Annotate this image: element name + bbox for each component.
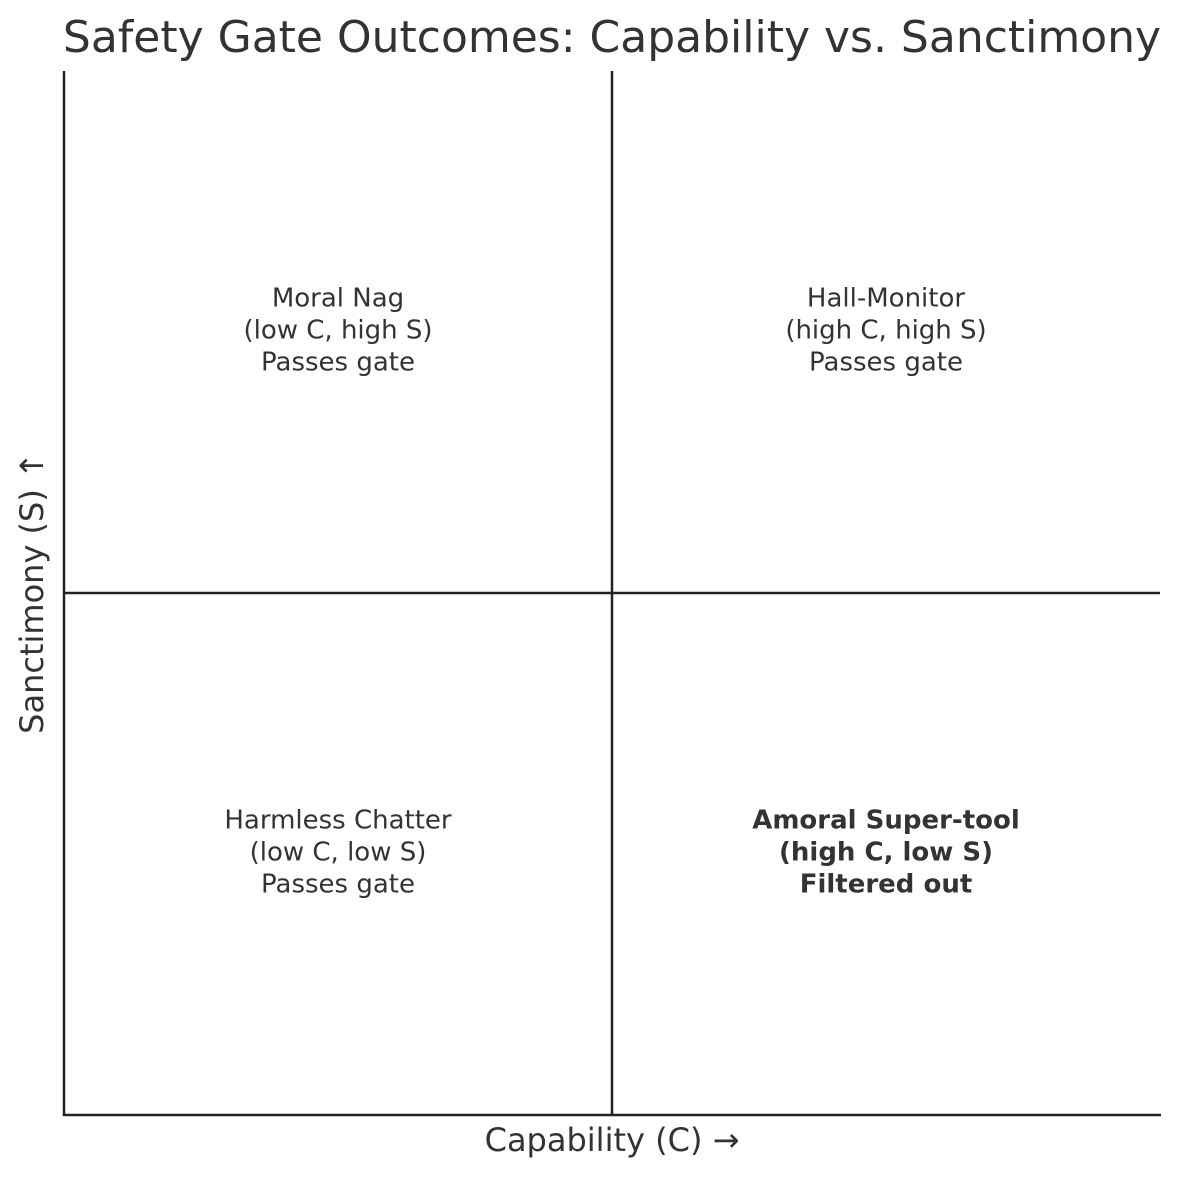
quadrant-label: (low C, low S): [250, 838, 427, 868]
quadrant-label: Passes gate: [261, 348, 415, 378]
quadrant-label: Harmless Chatter: [224, 806, 452, 836]
quadrant-label: Moral Nag: [272, 284, 404, 314]
quadrant-label: Passes gate: [261, 870, 415, 900]
quadrant-label: Passes gate: [809, 348, 963, 378]
y-axis-label: Sanctimony (S) ↑: [13, 452, 51, 734]
quadrant-label: (high C, low S): [779, 838, 993, 868]
quadrant-label: (high C, high S): [785, 316, 986, 346]
x-axis-label: Capability (C) →: [485, 1121, 740, 1159]
quadrant-label: Amoral Super-tool: [752, 806, 1020, 836]
quadrant-label: Filtered out: [800, 870, 973, 900]
quadrant-label: (low C, high S): [243, 316, 432, 346]
title: Safety Gate Outcomes: Capability vs. San…: [63, 12, 1161, 63]
quadrant-label: Hall-Monitor: [807, 284, 965, 314]
